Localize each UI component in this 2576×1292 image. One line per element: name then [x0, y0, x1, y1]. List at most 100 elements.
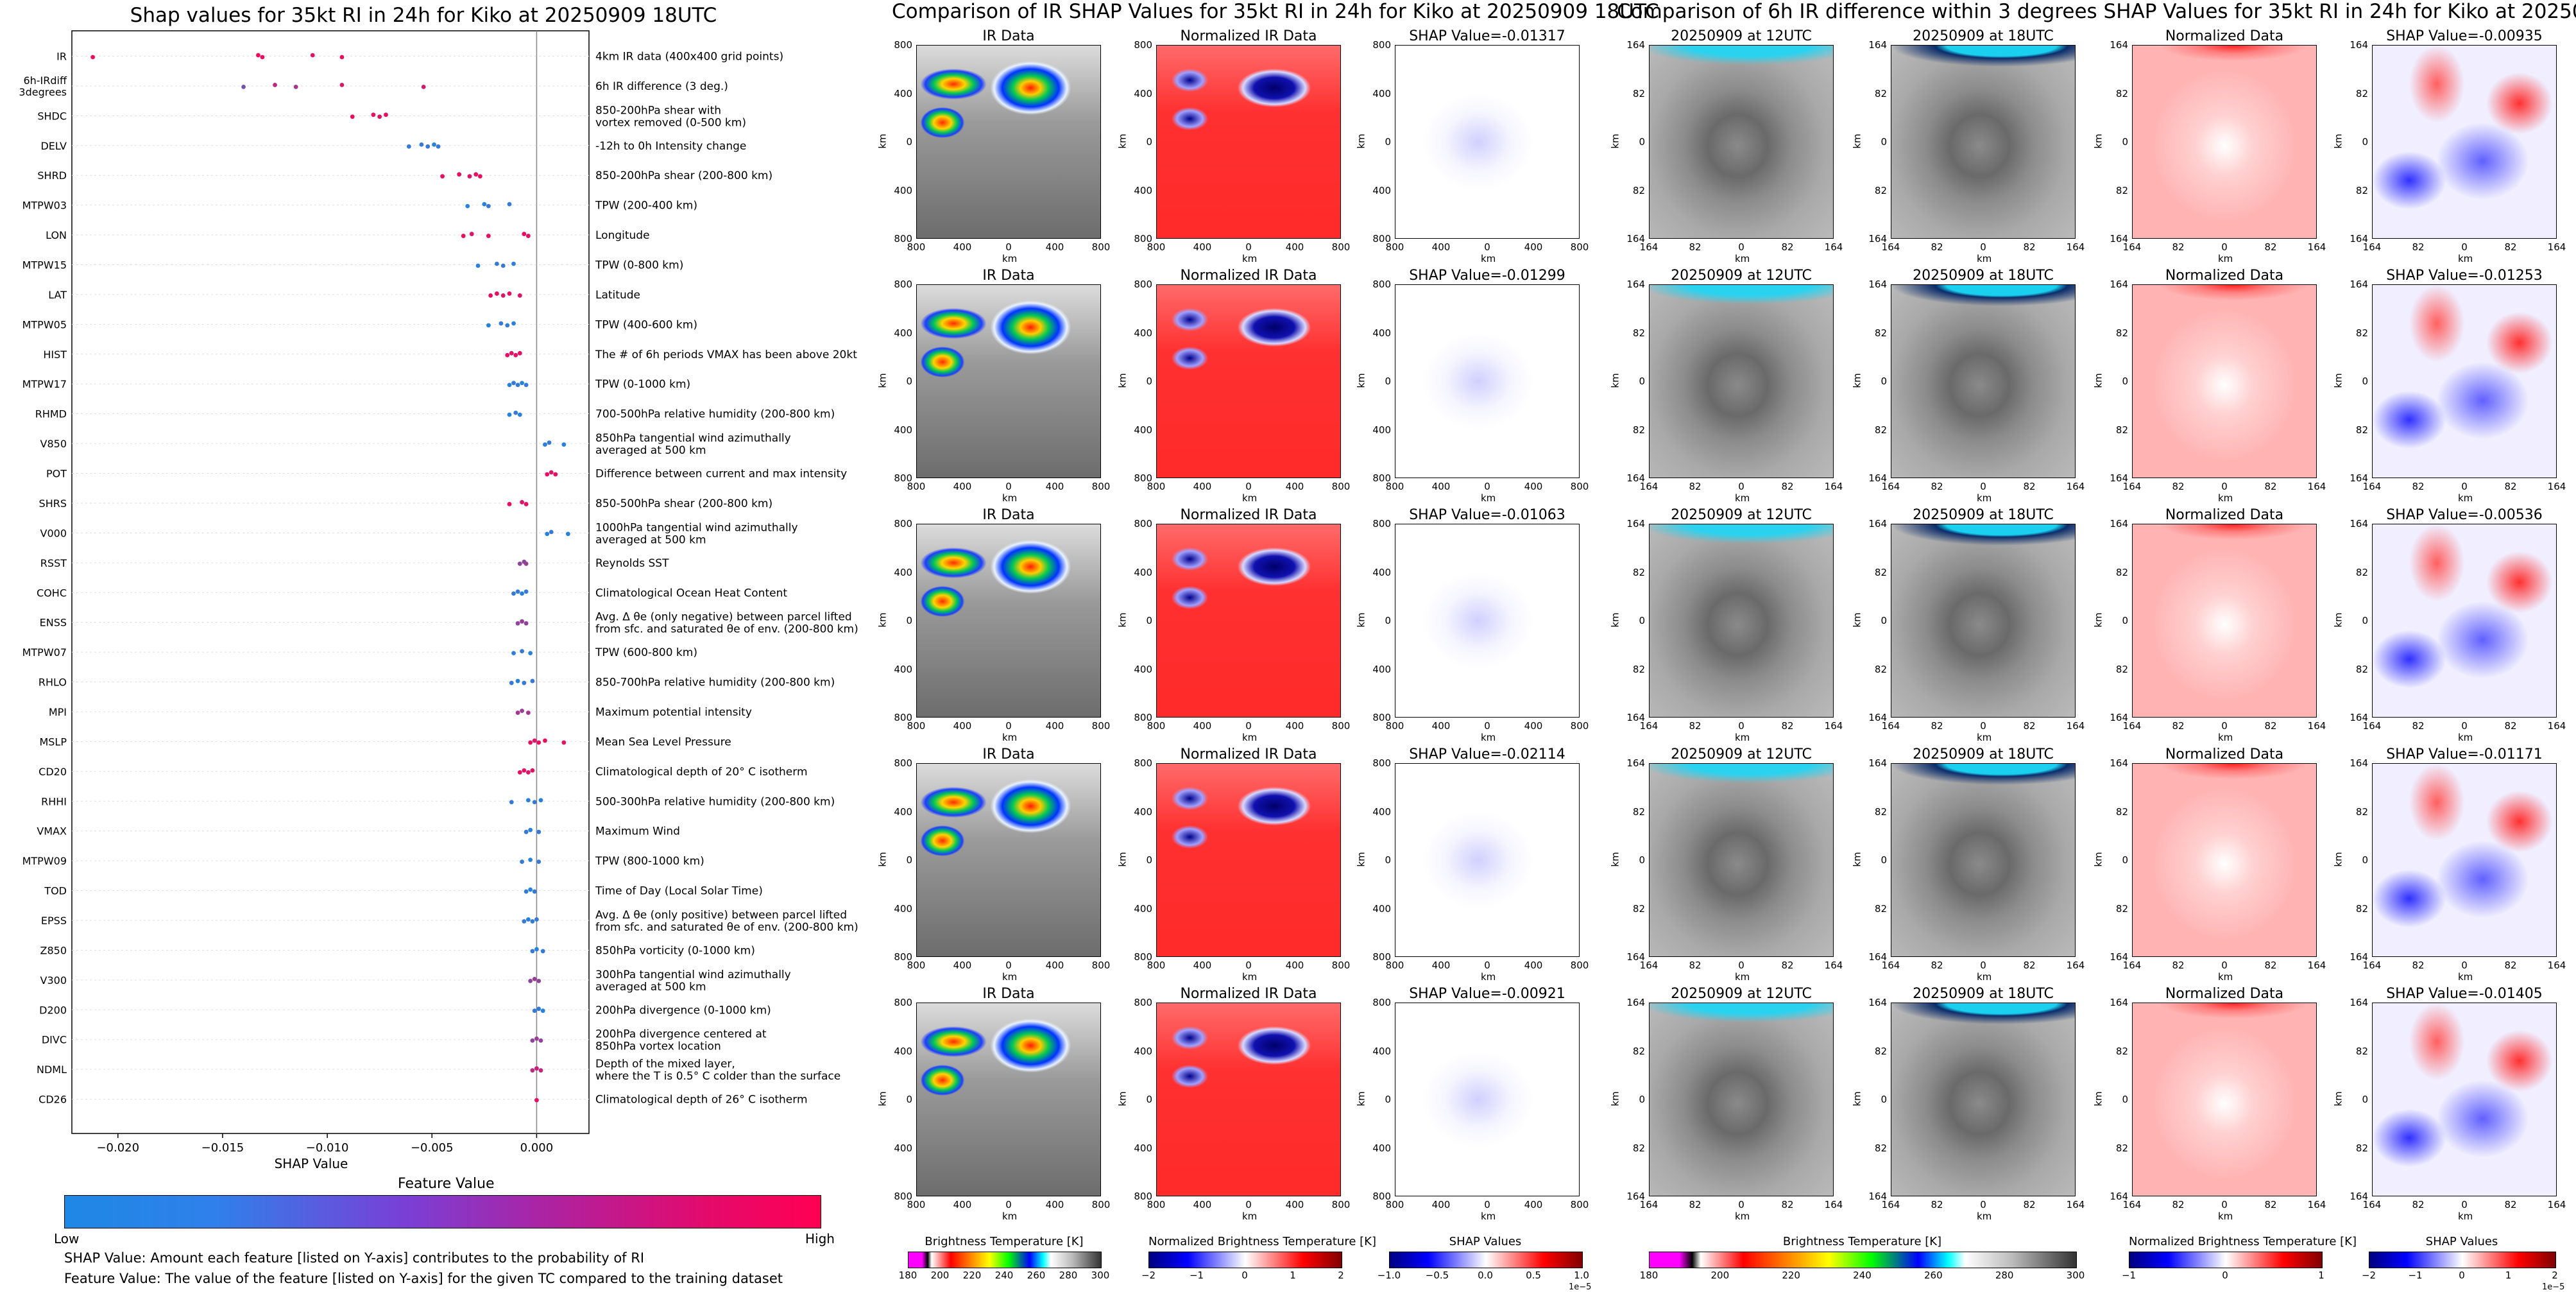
- x-axis-label: km: [1735, 971, 1750, 983]
- y-tick-label: 400: [894, 424, 912, 436]
- normalized-diff-panel-title: Normalized Data: [2165, 746, 2284, 762]
- ir-data-panel: [916, 284, 1101, 478]
- y-tick-label: 800: [1372, 997, 1391, 1008]
- colorbar-tick-label: 0: [2459, 1270, 2465, 1281]
- colorbar-tick-label: 260: [1027, 1270, 1046, 1281]
- feature-description-label: 1000hPa tangential wind azimuthally avera…: [595, 521, 798, 546]
- x-tick-label: 164: [2307, 960, 2326, 971]
- feature-description-label: TPW (800-1000 km): [595, 855, 704, 868]
- shap-point: [536, 859, 542, 865]
- y-tick-label: 800: [1372, 712, 1391, 723]
- x-axis-label: km: [1242, 1210, 1258, 1222]
- x-axis-label: km: [1481, 1210, 1496, 1222]
- shap-point: [515, 383, 520, 388]
- shap-point: [532, 889, 537, 894]
- x-tick-label: 0: [1245, 960, 1252, 971]
- feature-name-label: MTPW07: [22, 646, 67, 659]
- x-tick-label: 164: [1824, 720, 1843, 732]
- feature-name-label: LON: [46, 229, 67, 241]
- x-tick-label: 0.000: [520, 1141, 554, 1155]
- ir-12utc-panel-title: 20250909 at 12UTC: [1671, 28, 1812, 44]
- x-tick-label: 164: [2547, 241, 2566, 253]
- x-axis-label: km: [1481, 971, 1496, 983]
- y-axis-label: km: [2332, 373, 2344, 388]
- ir-18utc-panel-title: 20250909 at 18UTC: [1913, 986, 2054, 1002]
- x-tick-label: 164: [2547, 720, 2566, 732]
- shap-point: [486, 203, 491, 209]
- y-tick-label: 82: [1874, 566, 1887, 578]
- diff-shap-panel-title: SHAP Value=-0.01405: [2386, 986, 2543, 1002]
- y-tick-label: 800: [1372, 1191, 1391, 1202]
- feature-description-label: Maximum potential intensity: [595, 706, 752, 719]
- x-tick-label: 400: [1431, 960, 1451, 971]
- normalized-ir-panel: [1156, 763, 1341, 957]
- y-tick-label: 400: [894, 1045, 912, 1057]
- feature-description-label: 300hPa tangential wind azimuthally averag…: [595, 969, 791, 994]
- x-tick-label: 82: [2264, 960, 2277, 971]
- y-tick-label: 82: [2115, 663, 2128, 675]
- ir-12utc-panel: [1649, 284, 1834, 478]
- shap-point: [505, 323, 510, 328]
- x-tick-label: 164: [2307, 720, 2326, 732]
- y-tick-label: 400: [1372, 1142, 1391, 1154]
- y-tick-label: 82: [1632, 805, 1645, 818]
- feature-description-label: Maximum Wind: [595, 825, 680, 838]
- ir-shap-panel: [1395, 524, 1580, 718]
- feature-name-label: DELV: [40, 140, 67, 152]
- feature-description-label: Mean Sea Level Pressure: [595, 736, 731, 748]
- x-axis-label: km: [2458, 971, 2473, 983]
- y-axis-label: km: [1116, 852, 1129, 867]
- shap-point: [538, 1038, 543, 1043]
- x-tick-label: −0.010: [306, 1141, 349, 1155]
- feature-description-label: Time of Day (Local Solar Time): [595, 885, 763, 898]
- x-tick-label: 164: [1824, 960, 1843, 971]
- y-tick-label: 164: [2110, 951, 2128, 963]
- legend-low-label: Low: [54, 1231, 80, 1246]
- x-tick-label: 0: [1980, 241, 1986, 253]
- normalized-ir-panel-title: Normalized IR Data: [1180, 28, 1317, 44]
- y-tick-label: 164: [1626, 757, 1645, 769]
- feature-name-label: RHMD: [35, 408, 67, 420]
- x-axis-label: km: [2218, 971, 2233, 983]
- x-tick-label: 82: [2172, 481, 2185, 492]
- y-axis-label: km: [1609, 852, 1621, 867]
- colorbar-tick-label: 180: [898, 1270, 917, 1281]
- x-tick-label: 164: [2307, 481, 2326, 492]
- x-tick-label: 82: [1931, 481, 1943, 492]
- ir-data-panel: [916, 524, 1101, 718]
- feature-description-label: 500-300hPa relative humidity (200-800 km…: [595, 795, 835, 808]
- x-tick-label: 82: [2172, 960, 2185, 971]
- y-axis-label: km: [876, 1091, 889, 1107]
- x-tick-label: 82: [1931, 241, 1943, 253]
- y-tick-label: 164: [2350, 233, 2368, 245]
- shap-point: [561, 442, 567, 447]
- shap-point: [540, 949, 545, 954]
- shap-point: [530, 678, 535, 684]
- x-tick-label: 400: [953, 241, 972, 253]
- y-axis-label: km: [2092, 373, 2104, 388]
- x-tick-label: 82: [1689, 720, 1702, 732]
- y-tick-label: 0: [2362, 136, 2368, 148]
- y-tick-label: 400: [894, 902, 912, 915]
- y-tick-label: 82: [2355, 87, 2368, 99]
- diff-shap-panel: [2372, 45, 2557, 239]
- y-tick-label: 400: [1134, 566, 1152, 578]
- y-tick-label: 400: [1372, 87, 1391, 99]
- x-tick-label: 82: [2023, 1199, 2036, 1210]
- x-axis-label: km: [2458, 492, 2473, 504]
- y-tick-label: 800: [894, 518, 912, 530]
- feature-description-label: TPW (0-1000 km): [595, 378, 690, 391]
- x-tick-label: 0: [1245, 481, 1252, 492]
- ir-18utc-panel: [1891, 284, 2076, 478]
- x-tick-label: 800: [1331, 960, 1351, 971]
- x-tick-label: 800: [1385, 960, 1404, 971]
- shap-point: [525, 917, 531, 922]
- x-tick-label: 800: [1147, 1199, 1166, 1210]
- x-tick-label: 400: [1431, 720, 1451, 732]
- x-tick-label: 164: [2307, 1199, 2326, 1210]
- shap-point: [536, 978, 542, 983]
- y-tick-label: 82: [1874, 424, 1887, 436]
- y-tick-label: 82: [1874, 902, 1887, 915]
- y-tick-label: 164: [1868, 712, 1887, 723]
- y-tick-label: 164: [1626, 39, 1645, 51]
